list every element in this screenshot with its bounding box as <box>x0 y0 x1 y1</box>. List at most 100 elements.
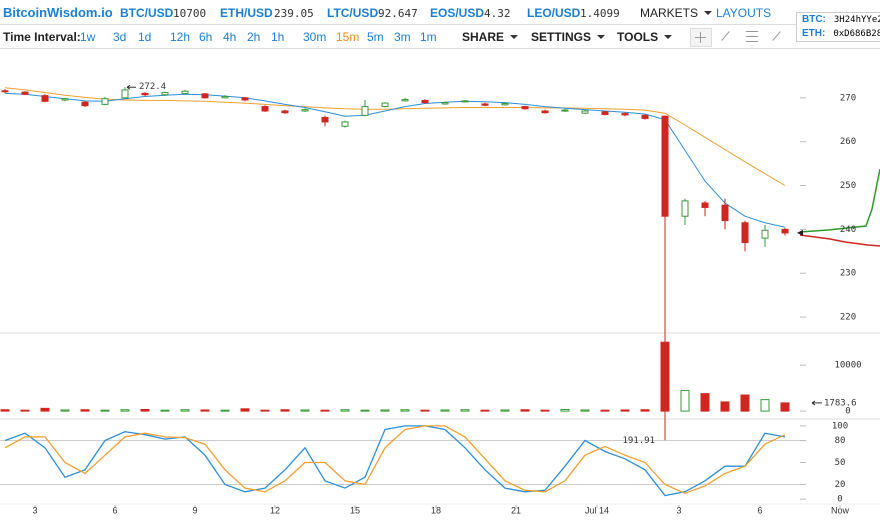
donate-box: BTC: 3H24hYYe2 ETH: 0xD686B28 <box>796 12 880 42</box>
volume-bar <box>320 409 330 412</box>
volume-bar <box>740 394 750 412</box>
candle-body <box>541 110 549 114</box>
ticker-symbol[interactable]: LTC/USD <box>327 6 379 20</box>
volume-bar <box>300 409 310 412</box>
hline-tool[interactable] <box>746 31 758 42</box>
candle-body <box>301 109 309 112</box>
ma-fast <box>4 92 786 228</box>
volume-bar <box>0 409 10 412</box>
candle-body <box>601 111 609 115</box>
y-tick-label: 220 <box>840 313 856 323</box>
ticker-price: 92.647 <box>378 7 418 20</box>
volume-bar <box>720 401 730 412</box>
candle-body <box>261 106 269 112</box>
high-annotation: 272.4 <box>139 82 166 92</box>
address[interactable]: 3H24hYYe2 <box>833 15 880 25</box>
y-tick-label: 10000 <box>834 361 861 371</box>
volume-bar <box>440 409 450 412</box>
annotation-arrow <box>811 400 822 406</box>
crosshair-tool[interactable] <box>690 28 712 47</box>
volume-bar <box>700 393 710 412</box>
address[interactable]: 0xD686B28 <box>833 29 880 39</box>
tools-menu[interactable]: TOOLS <box>617 30 672 44</box>
candle-body <box>481 103 489 106</box>
settings-menu[interactable]: SETTINGS <box>531 30 605 44</box>
volume-bar <box>420 409 430 412</box>
y-tick-label: 50 <box>835 458 846 468</box>
logo[interactable]: BitcoinWisdom.io <box>3 5 113 20</box>
interval-button[interactable]: 6h <box>199 30 213 44</box>
ticker-price: 4.32 <box>484 7 511 20</box>
chart: 220 230 240 250 260 270 0 10000 0 20 50 80 100 3 6 9 12 1… <box>0 82 880 515</box>
volume-bar <box>180 409 190 412</box>
interval-label: Time Interval: <box>3 30 81 44</box>
interval-button[interactable]: 4h <box>223 30 237 44</box>
candle-body <box>581 110 589 114</box>
candle-body <box>221 95 229 99</box>
ticker-symbol[interactable]: LEO/USD <box>527 6 581 20</box>
ticker-symbol[interactable]: ETH/USD <box>220 6 273 20</box>
interval-button[interactable]: 2h <box>247 30 261 44</box>
header: BitcoinWisdom.io BTC/USD 10700 ETH/USD 2… <box>0 0 880 25</box>
volume-bar <box>260 409 270 412</box>
ticker-symbol[interactable]: BTC/USD <box>120 6 174 20</box>
layouts-link[interactable]: LAYOUTS <box>716 6 772 20</box>
volume-bar <box>540 409 550 412</box>
interval-button[interactable]: 1h <box>271 30 285 44</box>
interval-button[interactable]: 3d <box>113 30 127 44</box>
candle-body <box>761 229 769 239</box>
candle-body <box>641 114 649 119</box>
interval-button[interactable]: 1w <box>80 30 96 44</box>
oscillator-line <box>4 425 786 495</box>
candle-body <box>121 89 129 99</box>
candle-body <box>561 109 569 112</box>
markets-menu[interactable]: MARKETS <box>640 6 712 20</box>
candle-body <box>1 90 9 93</box>
depth-asks <box>799 234 880 247</box>
x-tick-label: 9 <box>192 505 197 515</box>
candle-body <box>501 103 509 106</box>
candle-body <box>521 106 529 110</box>
volume-bar <box>520 409 530 412</box>
volume-annotation: 1783.6 <box>824 398 857 408</box>
y-tick-label: 0 <box>845 407 850 417</box>
candle-body <box>181 90 189 94</box>
volume-bar <box>760 399 770 412</box>
share-menu[interactable]: SHARE <box>462 30 518 44</box>
low-annotation: 191.91 <box>622 436 655 446</box>
candle-body <box>141 92 149 96</box>
fib-tool[interactable] <box>772 31 781 41</box>
interval-button[interactable]: 15m <box>336 30 360 44</box>
candle-body <box>21 91 29 95</box>
volume-bar <box>220 409 230 412</box>
ticker-symbol[interactable]: EOS/USD <box>430 6 485 20</box>
candle-body <box>461 100 469 103</box>
volume-bar <box>480 409 490 412</box>
candle-body <box>81 101 89 107</box>
y-tick-label: 0 <box>837 495 842 505</box>
candle-body <box>441 102 449 105</box>
toolbar: Time Interval: SHARE SETTINGS TOOLS 1w 3d… <box>0 25 880 49</box>
x-tick-label: 3 <box>32 505 37 515</box>
interval-button[interactable]: 3m <box>394 30 411 44</box>
y-tick-label: 230 <box>840 269 856 279</box>
x-tick-label: 6 <box>112 505 117 515</box>
y-tick-label: 80 <box>835 436 846 446</box>
oscillator-line <box>4 425 786 497</box>
interval-button[interactable]: 30m <box>303 30 327 44</box>
y-tick-label: 250 <box>840 181 856 191</box>
volume-bar <box>160 409 170 412</box>
y-tick-label: 260 <box>840 137 856 147</box>
interval-button[interactable]: 5m <box>367 30 384 44</box>
annotation-arrow <box>126 84 136 90</box>
interval-button[interactable]: 1d <box>138 30 152 44</box>
interval-button[interactable]: 12h <box>170 30 191 44</box>
candle-body <box>61 98 69 101</box>
x-tick-label: 6 <box>757 505 762 515</box>
line-tool[interactable] <box>721 31 730 41</box>
volume-bar <box>500 409 510 412</box>
interval-button[interactable]: 1m <box>420 30 437 44</box>
candle-body <box>361 106 369 116</box>
candle-body <box>161 92 169 96</box>
volume-bar <box>20 409 30 412</box>
